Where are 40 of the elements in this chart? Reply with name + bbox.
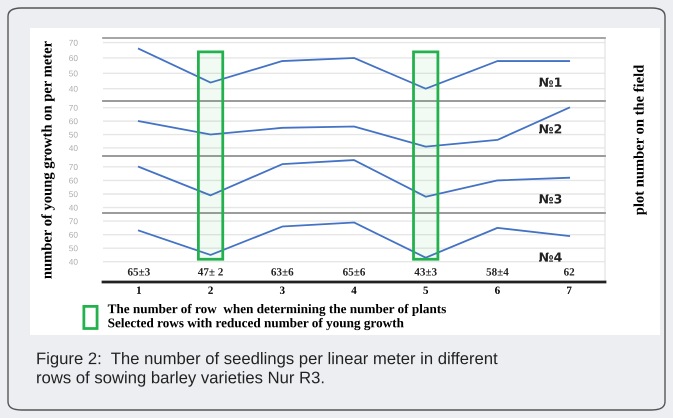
series-label: №2 xyxy=(539,124,562,134)
annotation: 63±6 xyxy=(271,268,294,276)
x-tick-label: 3 xyxy=(280,286,285,294)
annotation: 65±6 xyxy=(342,268,366,276)
y-tick-label: 60 xyxy=(69,118,78,124)
annotation: 43±3 xyxy=(414,268,437,276)
y-tick-label: 70 xyxy=(69,40,78,46)
series-label: №1 xyxy=(539,78,562,87)
x-tick-label: 5 xyxy=(423,286,428,294)
legend-label: The number of row when determining the number of plants Selected rows with reduced number of young growth xyxy=(108,304,446,330)
y-tick-label: 60 xyxy=(69,232,78,238)
x-tick-label: 1 xyxy=(136,286,142,294)
x-tick-label: 6 xyxy=(495,286,500,294)
y-tick-label: 50 xyxy=(69,191,78,198)
y-tick-label: 40 xyxy=(68,86,78,92)
y-tick-label: 70 xyxy=(69,218,78,224)
y-tick-label: 70 xyxy=(69,104,78,111)
y-tick-label: 60 xyxy=(69,55,78,62)
line-series xyxy=(138,106,570,148)
line-series xyxy=(138,48,570,90)
annotation: 47± 2 xyxy=(198,268,223,276)
series-label: №4 xyxy=(539,252,562,262)
y-tick-label: 70 xyxy=(69,164,78,170)
y2-axis-title: plot number on the field xyxy=(633,64,647,216)
y-tick-label: 40 xyxy=(68,204,78,211)
y-tick-label: 40 xyxy=(68,145,78,152)
y-axis-title: number of young growth on per meter xyxy=(41,41,55,279)
x-tick-label: 7 xyxy=(567,286,572,294)
y-tick-label: 50 xyxy=(69,245,78,252)
y-tick-label: 40 xyxy=(68,258,78,265)
annotation: 62 xyxy=(564,268,574,276)
y-tick-label: 60 xyxy=(69,178,78,184)
caption: Figure 2: The number of seedlings per linear meter in different rows of sowing barley varieties Nur R3. xyxy=(37,352,498,387)
annotation: 58±4 xyxy=(486,268,509,276)
series-label: №3 xyxy=(539,194,562,204)
x-tick-label: 4 xyxy=(351,286,357,294)
y-tick-label: 50 xyxy=(69,70,78,76)
x-tick-label: 2 xyxy=(208,286,213,294)
annotation: 65±3 xyxy=(128,268,150,276)
y-tick-label: 50 xyxy=(69,132,78,138)
